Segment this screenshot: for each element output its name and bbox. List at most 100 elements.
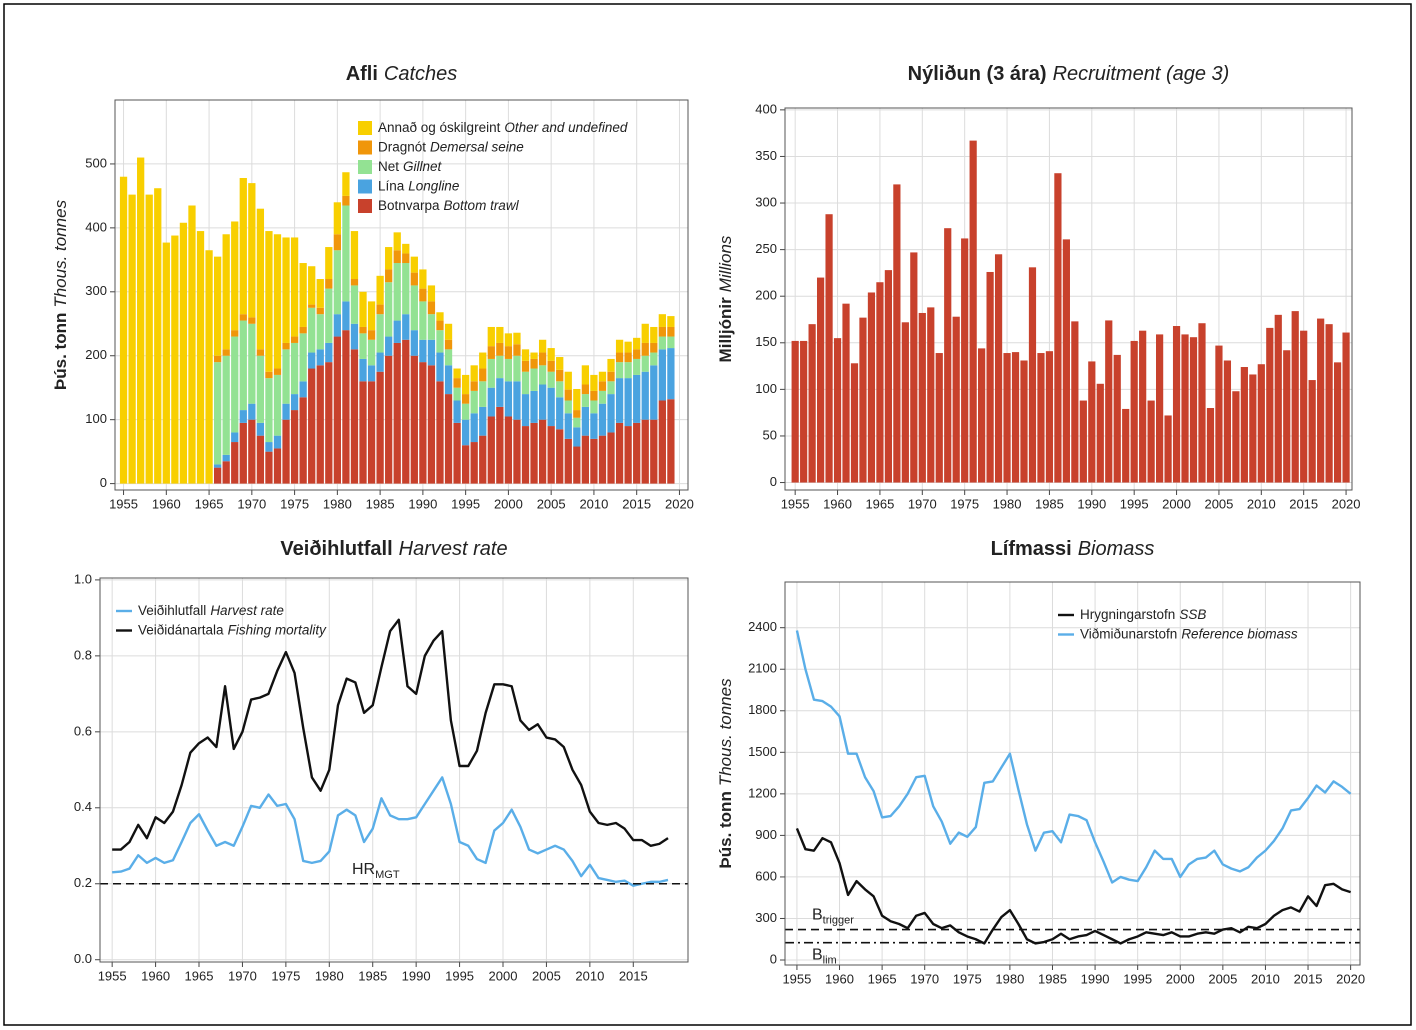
bar-segment: [213, 467, 222, 484]
bar-segment: [624, 362, 632, 379]
bar-segment: [316, 307, 324, 315]
bar: [1156, 334, 1164, 483]
bar-segment: [350, 231, 359, 280]
bar-segment: [231, 221, 239, 331]
bar: [867, 292, 876, 483]
legend-name-en: Bottom trawl: [444, 198, 520, 213]
title-main: Nýliðun (3 ára): [908, 63, 1047, 85]
bar-segment: [530, 390, 538, 423]
bar-segment: [385, 247, 393, 270]
bar-segment: [427, 365, 436, 484]
y-tick-label: 0.6: [74, 723, 92, 738]
bar-segment: [145, 194, 153, 484]
bar-segment: [513, 419, 521, 484]
bar-segment: [667, 399, 675, 484]
bar-segment: [479, 352, 487, 369]
reference-label-main: B: [812, 907, 823, 924]
bar-segment: [479, 368, 487, 382]
x-tick-label: 1985: [366, 496, 395, 511]
bar: [935, 353, 943, 483]
bar-segment: [333, 314, 341, 337]
bar-segment: [607, 394, 615, 433]
bar-segment: [239, 422, 247, 484]
bar-segment: [410, 285, 418, 331]
reference-label: Btrigger: [812, 907, 854, 927]
bar-segment: [290, 410, 299, 484]
bar-segment: [470, 390, 478, 414]
bar: [1257, 364, 1265, 483]
reference-label: Blim: [812, 947, 837, 967]
bar-segment: [581, 435, 590, 484]
bar-segment: [385, 282, 393, 337]
y-tick-label: 500: [85, 155, 107, 170]
y-tick-label: 600: [755, 868, 777, 883]
bar: [1198, 323, 1206, 483]
bar-segment: [564, 413, 572, 439]
bar-segment: [462, 403, 470, 420]
bar-segment: [641, 355, 649, 372]
y-tick-label: 1500: [748, 744, 777, 759]
bar-segment: [496, 342, 504, 356]
bar-segment: [282, 403, 290, 420]
legend-name: Annað og óskilgreint: [378, 120, 501, 135]
bar: [1300, 330, 1308, 483]
x-tick-label: 2000: [494, 496, 523, 511]
bar-segment: [128, 194, 136, 484]
x-tick-label: 2005: [532, 968, 561, 983]
bar-segment: [496, 406, 504, 484]
bar-segment: [470, 442, 478, 484]
bar-segment: [213, 362, 222, 465]
bar-segment: [573, 388, 581, 411]
bar-segment: [479, 435, 487, 484]
bar-segment: [299, 333, 307, 382]
y-axis-label: Milljónir Millions: [716, 235, 735, 362]
bar: [927, 307, 935, 483]
x-tick-label: 2010: [1247, 496, 1276, 511]
bar-segment: [410, 355, 418, 484]
frame: [3, 3, 1412, 1026]
y-tick-label: 200: [85, 347, 107, 362]
bar-segment: [436, 320, 444, 331]
bar-segment: [359, 326, 367, 334]
bar-segment: [650, 342, 658, 353]
bar-segment: [359, 381, 367, 484]
legend-swatch: [358, 121, 372, 135]
x-tick-label: 1975: [950, 496, 979, 511]
x-tick-label: 1980: [323, 496, 352, 511]
bar: [1172, 326, 1181, 483]
bar: [1045, 351, 1054, 483]
bar-segment: [581, 394, 590, 407]
bar-segment: [350, 349, 359, 484]
bar-segment: [316, 314, 324, 350]
bar-segment: [402, 253, 410, 264]
bar-segment: [265, 231, 273, 372]
bar-segment: [564, 438, 572, 484]
bar-segment: [427, 339, 436, 366]
bar: [842, 303, 850, 483]
bar-segment: [504, 358, 513, 382]
bar-segment: [590, 400, 598, 414]
bar-segment: [538, 339, 547, 353]
bar: [986, 271, 994, 483]
bar-segment: [650, 352, 658, 366]
bar-segment: [436, 330, 444, 353]
bar-segment: [470, 381, 478, 391]
bar: [901, 322, 909, 483]
x-tick-label: 1960: [152, 496, 181, 511]
bar-segment: [564, 400, 572, 414]
bar-segment: [342, 172, 350, 196]
bar: [1308, 380, 1316, 483]
bar-segment: [521, 349, 530, 361]
bar-segment: [248, 419, 256, 484]
title-en: Harvest rate: [399, 538, 508, 560]
bar: [952, 316, 960, 483]
bar: [1096, 383, 1104, 483]
bar-segment: [444, 339, 453, 350]
bar-segment: [547, 371, 555, 388]
bar-segment: [273, 435, 282, 449]
bar-segment: [333, 336, 341, 484]
bar-segment: [376, 304, 384, 315]
bar: [910, 252, 918, 483]
bar-segment: [299, 326, 307, 334]
bar-segment: [342, 330, 350, 484]
